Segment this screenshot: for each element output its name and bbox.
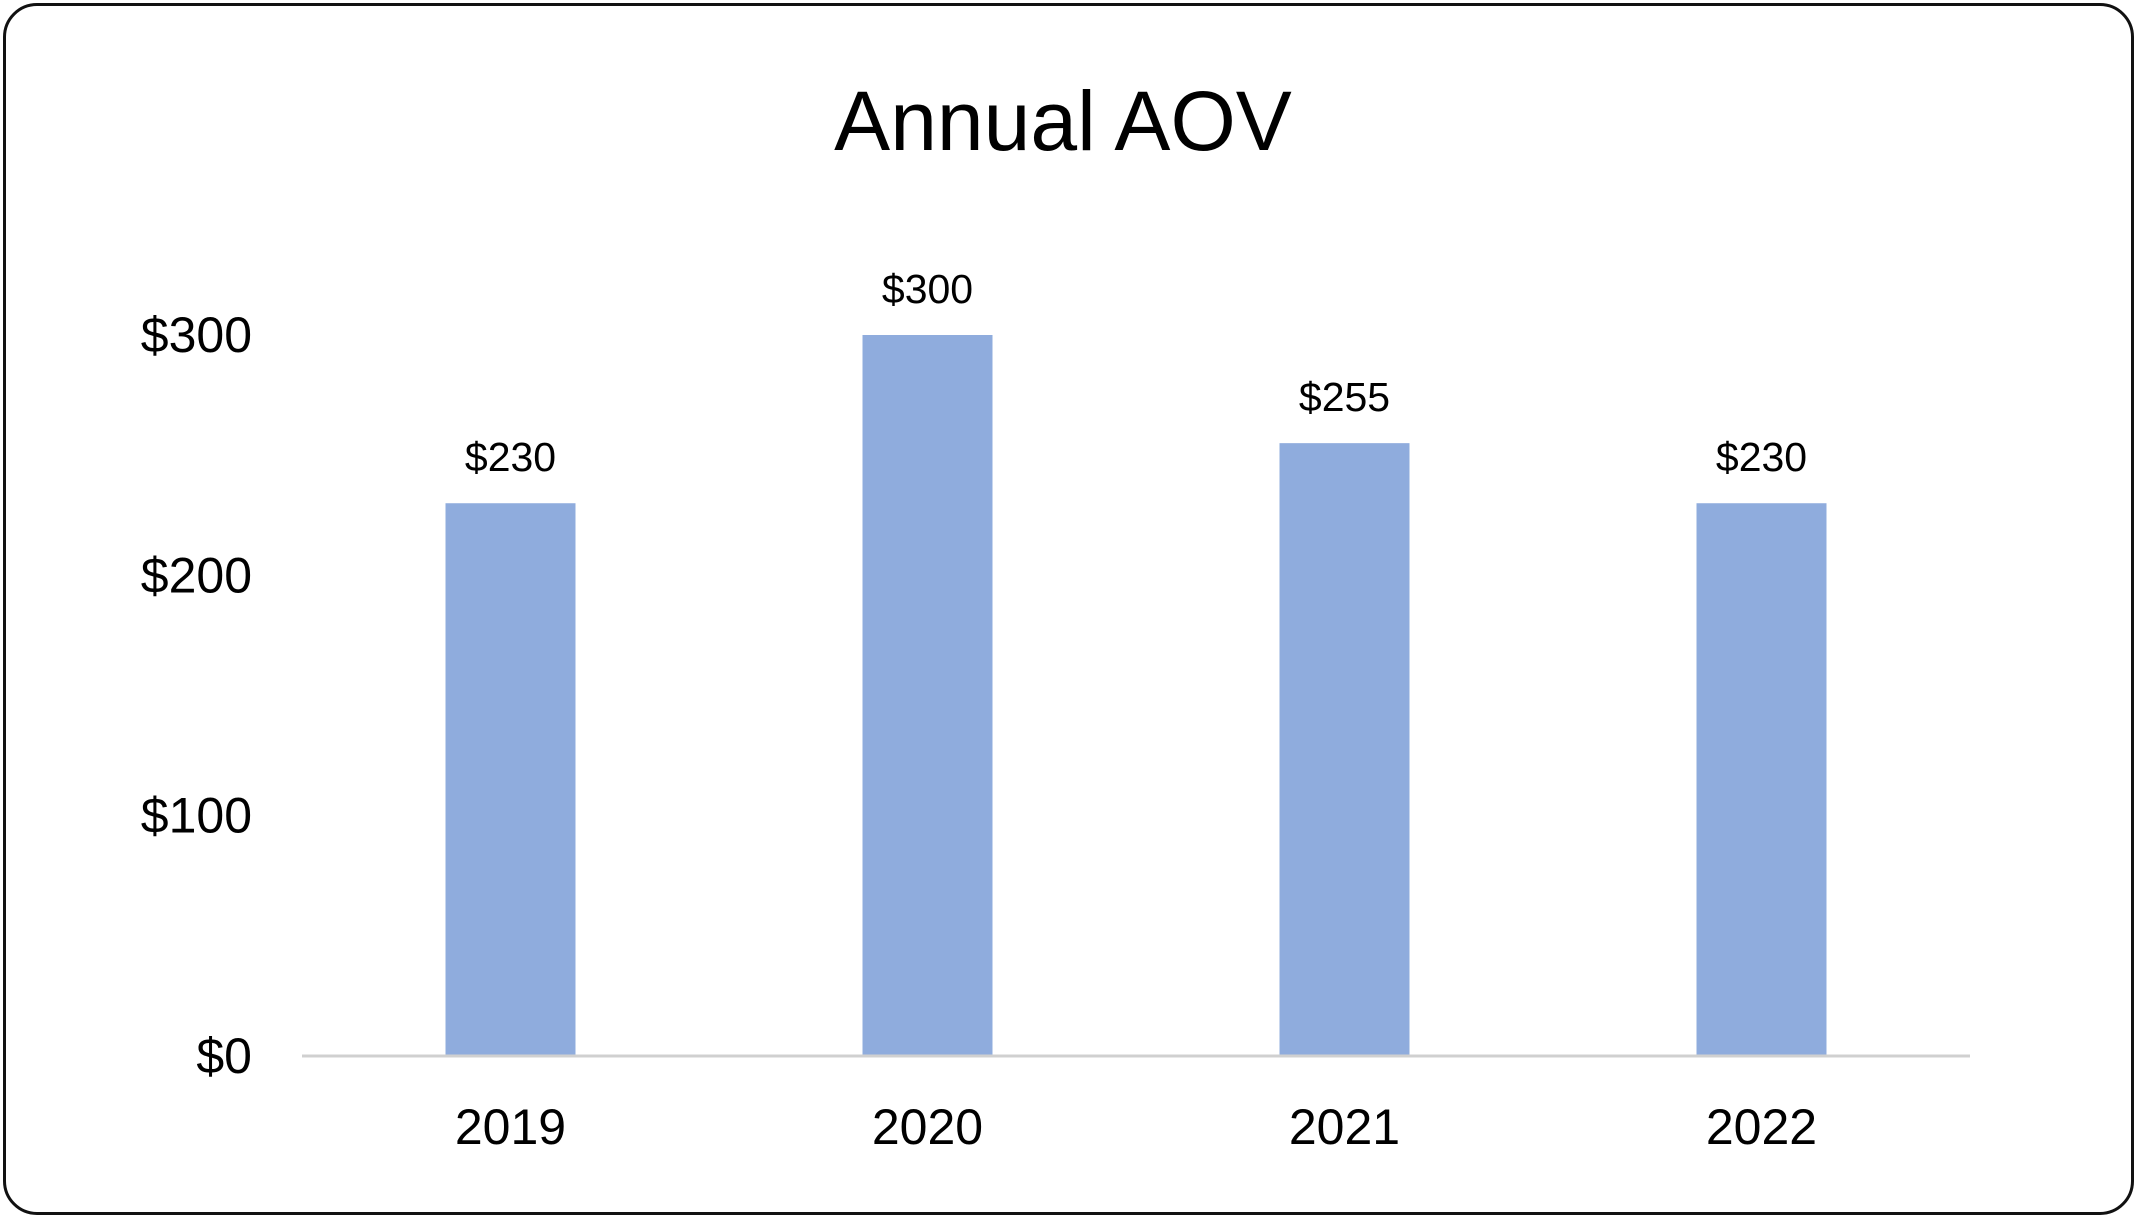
y-tick-label: $0 [196, 1028, 252, 1084]
data-label-2019: $230 [465, 434, 556, 480]
y-tick-label: $300 [141, 307, 252, 363]
y-tick-label: $100 [141, 788, 252, 844]
bar-2022 [1696, 503, 1827, 1056]
bar-2019 [445, 503, 576, 1056]
x-tick-label-2021: 2021 [1289, 1099, 1400, 1155]
x-axis-tick-labels: 2019 2020 2021 2022 [455, 1099, 1817, 1155]
y-axis-tick-labels: $0 $100 $200 $300 [141, 307, 252, 1084]
bars [445, 335, 1827, 1056]
data-label-2020: $300 [882, 266, 973, 312]
x-tick-label-2019: 2019 [455, 1099, 566, 1155]
x-tick-label-2022: 2022 [1706, 1099, 1817, 1155]
y-tick-label: $200 [141, 547, 252, 603]
data-label-2022: $230 [1716, 434, 1807, 480]
x-tick-label-2020: 2020 [872, 1099, 983, 1155]
data-labels: $230 $300 $255 $230 [465, 266, 1807, 480]
chart-title: Annual AOV [834, 74, 1292, 168]
bar-2021 [1279, 443, 1410, 1056]
bar-2020 [862, 335, 993, 1056]
data-label-2021: $255 [1299, 374, 1390, 420]
